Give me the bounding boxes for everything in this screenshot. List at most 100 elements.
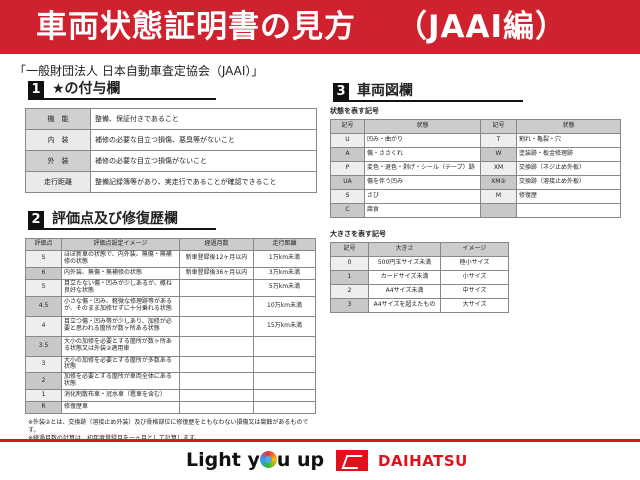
criterion-label: 外 装: [25, 150, 91, 172]
section-title: 評価点及び修復歴欄: [52, 211, 178, 227]
criterion-label: 内 装: [25, 129, 91, 151]
table-cell: 加修を必要とする箇所が車両全体にある状態: [61, 372, 180, 391]
criterion-text: 整備、保証付きであること: [90, 108, 317, 130]
slogan-part: u up: [276, 449, 325, 471]
table-cell: T: [480, 133, 517, 148]
table-cell: 極小サイズ: [440, 256, 509, 271]
table-cell: 変色・退色・剥げ・シール（テープ）跡: [364, 161, 481, 176]
table-cell: [480, 203, 517, 218]
table-row: S さび M 修復歴: [330, 189, 621, 204]
table-cell: 0: [330, 256, 369, 271]
table-cell: 修復歴車: [61, 401, 180, 415]
table-cell: 新車登録後36ヶ月以内: [179, 266, 254, 280]
table-cell: A4サイズ未満: [368, 284, 441, 299]
table-cell: [179, 401, 254, 415]
table-cell: [179, 335, 254, 357]
table-cell: A: [330, 147, 365, 162]
table-cell: M: [480, 189, 517, 204]
table-cell: カードサイズ未満: [368, 270, 441, 285]
table-cell: XM: [480, 161, 517, 176]
table-cell: [253, 372, 316, 391]
size-symbols-label: 大きさを表す記号: [330, 230, 386, 238]
table-row: 3.5 大小の加修を必要とする箇所が数ヶ所ある状態又は外装②適用車: [25, 335, 316, 357]
table-cell: [179, 372, 254, 391]
light-you-up-logo: Light y u up: [186, 449, 324, 471]
table-cell: S: [25, 250, 62, 268]
table-cell: 6: [25, 266, 62, 280]
table-cell: [179, 295, 254, 317]
table-cell: [179, 389, 254, 403]
table-cell: [253, 389, 316, 403]
footnotes: ※外装②とは、交換跡（溶接止め外装）及び骨格部位に修復歴をともなわない損傷又は腐…: [28, 419, 317, 443]
column-header: 走行距離: [253, 238, 316, 251]
table-cell: 10万km未満: [253, 295, 316, 317]
table-row: U 凹み・曲がり T 割れ・亀裂・穴: [330, 133, 621, 148]
table-row: 機 能整備、保証付きであること: [25, 108, 317, 130]
table-cell: C: [330, 203, 365, 218]
table-cell: ほぼ新車の状態で、内外装、無傷・無補修の状態: [61, 250, 180, 268]
table-cell: [516, 203, 621, 218]
table-row: 1 カードサイズ未満 小サイズ: [330, 270, 509, 285]
table-cell: 修復歴: [516, 189, 621, 204]
section-2-heading: 2 評価点及び修復歴欄: [28, 210, 216, 230]
page-subtitle: （JAAI編）: [396, 9, 568, 45]
table-row: 走行距離 整備記録簿等があり、実走行であることが確認できること: [25, 171, 317, 193]
table-cell: XM②: [480, 175, 517, 190]
section-title: ★の付与欄: [52, 81, 121, 97]
table-cell: 大小の加修を必要とする箇所が数ヶ所ある状態又は外装②適用車: [61, 335, 180, 357]
size-symbols-table: 記号 大きさ イメージ 0 500円玉サイズ未満 極小サイズ 1 カードサイズ未満 小サイズ 2 A…: [330, 242, 509, 313]
section-3-heading: 3 車両図欄: [333, 82, 523, 102]
header-row: 記号 状態 記号 状態: [330, 119, 621, 134]
column-header: 経過月数: [179, 238, 254, 251]
table-row: 4 目立つ傷・凹み等が少しあり、加修が必要と思われる箇所が数ヶ所ある状態 15万km…: [25, 315, 316, 337]
table-cell: 交換跡（溶接止め外板）: [516, 175, 621, 190]
column-header: イメージ: [440, 242, 509, 257]
criterion-label: 機 能: [25, 108, 91, 130]
table-cell: R: [25, 401, 62, 415]
table-row: 6 内外装、無傷・無補修の状態 新車登録後36ヶ月以内 3万km未満: [25, 266, 316, 280]
rating-table: 評価点 評価点設定イメージ 経過月数 走行距離 S ほぼ新車の状態で、内外装、無傷・無補修…: [25, 238, 316, 415]
table-cell: 割れ・亀裂・穴: [516, 133, 621, 148]
table-cell: 3: [330, 298, 369, 313]
table-cell: さび: [364, 189, 481, 204]
table-cell: 新車登録後12ヶ月以内: [179, 250, 254, 268]
table-cell: 2: [330, 284, 369, 299]
footnote: ※外装②とは、交換跡（溶接止め外装）及び骨格部位に修復歴をともなわない損傷又は腐…: [28, 419, 309, 435]
table-cell: A4サイズを超えたもの: [368, 298, 441, 313]
table-cell: 5万km未満: [253, 278, 316, 297]
column-header: 記号: [330, 242, 369, 257]
table-cell: [253, 335, 316, 357]
rating-section: 評価点 評価点設定イメージ 経過月数 走行距離 S ほぼ新車の状態で、内外装、無傷・無補修…: [25, 238, 317, 443]
state-symbols-label: 状態を表す記号: [330, 107, 379, 115]
column-header: 状態: [516, 119, 621, 134]
table-cell: 交換跡（ネジ止め外板）: [516, 161, 621, 176]
table-row: 5 目立たない傷・凹みが少しあるが、概ね良好な状態 5万km未満: [25, 278, 316, 297]
table-cell: 4.5: [25, 295, 62, 317]
table-cell: 小さな傷・凹み、軽微な修理跡等があるが、そのまま加修せずに十分乗れる状態: [61, 295, 180, 317]
table-cell: 大サイズ: [440, 298, 509, 313]
table-row: P 変色・退色・剥げ・シール（テープ）跡 XM 交換跡（ネジ止め外板）: [330, 161, 621, 176]
criterion-label: 走行距離: [25, 171, 91, 193]
table-row: 内 装補修の必要な目立つ損傷、悪臭等がないこと: [25, 129, 317, 151]
section-number: 1: [28, 81, 44, 98]
table-row: 2 加修を必要とする箇所が車両全体にある状態: [25, 372, 316, 391]
table-row: S ほぼ新車の状態で、内外装、無傷・無補修の状態 新車登録後12ヶ月以内 1万km未満: [25, 250, 316, 268]
section-number: 2: [28, 211, 44, 228]
slogan-part: Light y: [186, 449, 260, 471]
table-cell: 1万km未満: [253, 250, 316, 268]
footer-divider: [0, 439, 640, 442]
table-cell: 3: [25, 355, 62, 374]
table-row: 4.5 小さな傷・凹み、軽微な修理跡等があるが、そのまま加修せずに十分乗れる状態 1…: [25, 295, 316, 317]
table-row: 3 大小の加修を必要とする箇所が多数ある状態: [25, 355, 316, 374]
column-header: 評価点設定イメージ: [61, 238, 180, 251]
table-row: A 傷・ささくれ W 塗装跡・板金修理跡: [330, 147, 621, 162]
section-title: 車両図欄: [357, 83, 413, 99]
table-cell: 2: [25, 372, 62, 391]
table-row: UA 傷を伴う凹み XM② 交換跡（溶接止め外板）: [330, 175, 621, 190]
rainbow-o-icon: [259, 451, 277, 468]
section-number: 3: [333, 83, 349, 100]
table-cell: 傷・ささくれ: [364, 147, 481, 162]
table-row: R 修復歴車: [25, 401, 316, 415]
header-row: 評価点 評価点設定イメージ 経過月数 走行距離: [25, 238, 316, 251]
table-cell: 目立つ傷・凹み等が少しあり、加修が必要と思われる箇所が数ヶ所ある状態: [61, 315, 180, 337]
